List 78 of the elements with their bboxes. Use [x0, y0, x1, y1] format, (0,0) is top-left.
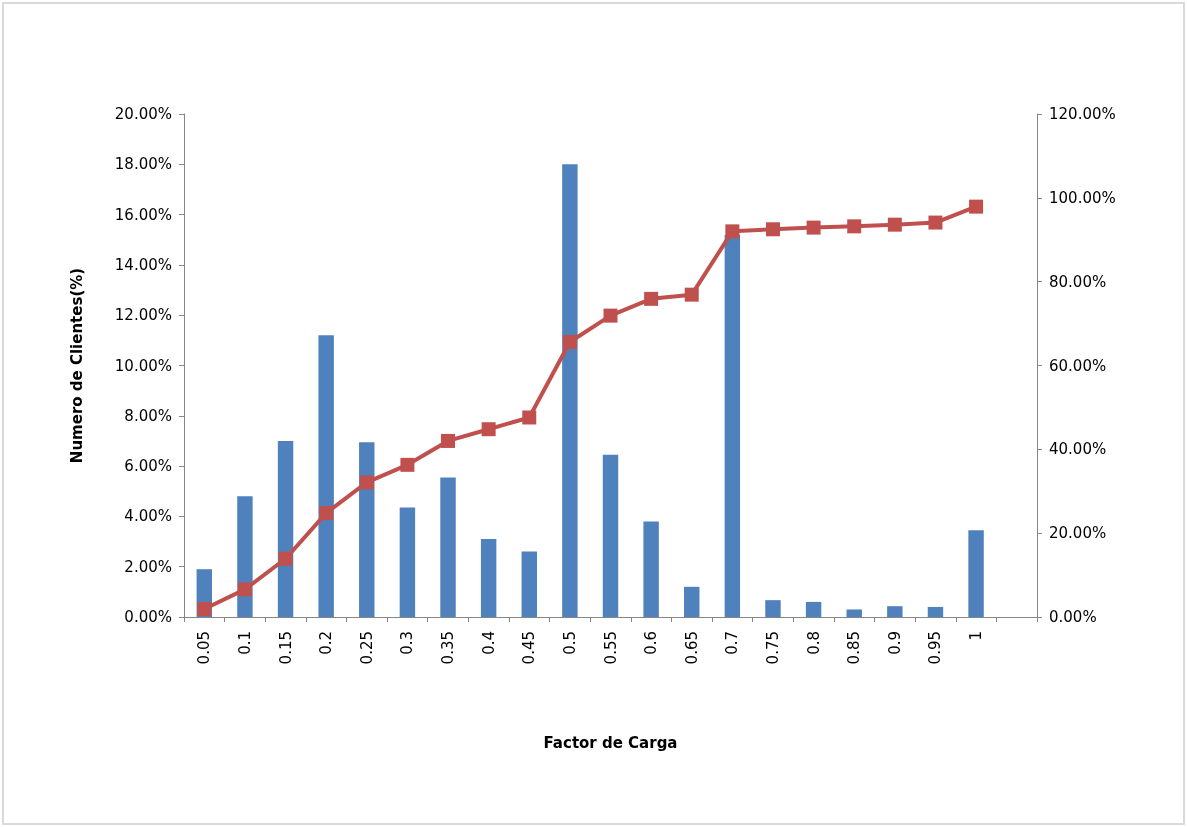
point: [969, 199, 984, 214]
y-tick-label: 4.00%: [124, 507, 172, 526]
x-tick-label: 0.35: [439, 631, 458, 665]
x-tick-label: 0.95: [926, 631, 945, 665]
y2-tick-label: 40.00%: [1049, 440, 1107, 459]
y-tick-label: 8.00%: [124, 406, 172, 425]
point: [562, 335, 577, 350]
x-axis-title: Factor de Carga: [543, 733, 678, 752]
point: [359, 475, 374, 490]
y2-tick-label: 80.00%: [1049, 272, 1107, 291]
y-tick-label: 16.00%: [114, 205, 172, 224]
y-tick-label: 2.00%: [124, 557, 172, 576]
y2-tick-label: 0.00%: [1049, 608, 1097, 626]
bar: [399, 507, 416, 617]
point: [441, 433, 456, 448]
point: [887, 217, 902, 232]
point: [806, 220, 821, 235]
bar: [602, 454, 619, 617]
x-tick-label: 0.85: [845, 631, 864, 665]
x-tick-label: 0.65: [682, 631, 701, 665]
y-axis-title: Numero de Clientes(%): [67, 267, 86, 464]
bar: [887, 606, 903, 617]
bar: [927, 606, 944, 617]
bar: [318, 335, 334, 617]
x-tick-label: 0.8: [804, 631, 823, 655]
point: [684, 287, 699, 302]
bar: [846, 609, 862, 617]
bar: [765, 600, 781, 617]
y-tick-label: 14.00%: [114, 255, 172, 274]
point: [603, 308, 618, 323]
y2-tick-label: 120.00%: [1049, 105, 1116, 123]
y-tick-label: 0.00%: [124, 608, 172, 626]
bar: [359, 442, 375, 617]
y-tick-label: 20.00%: [114, 105, 172, 123]
bar: [521, 551, 537, 617]
bar: [643, 521, 659, 617]
y2-tick-label: 60.00%: [1049, 356, 1107, 375]
bar: [684, 586, 700, 617]
y-tick-label: 18.00%: [114, 155, 172, 174]
point: [481, 422, 496, 437]
x-tick-label: 0.1: [235, 631, 254, 655]
point: [237, 582, 252, 597]
y2-tick-label: 20.00%: [1049, 524, 1107, 543]
bar: [724, 234, 741, 617]
x-tick-label: 0.4: [479, 631, 498, 655]
x-tick-label: 0.7: [723, 631, 742, 655]
point: [319, 506, 334, 521]
x-tick-label: 0.3: [398, 631, 417, 655]
x-tick-label: 0.9: [885, 631, 904, 655]
y-tick-label: 12.00%: [114, 306, 172, 325]
point: [725, 224, 740, 239]
bar: [440, 477, 456, 617]
point: [644, 291, 659, 306]
bar: [480, 539, 497, 617]
x-tick-label: 0.15: [276, 631, 295, 665]
bar: [277, 440, 294, 617]
y2-tick-label: 100.00%: [1049, 188, 1116, 207]
x-tick-label: 0.25: [357, 631, 376, 665]
bar: [562, 164, 578, 617]
x-tick-label: 1: [967, 631, 986, 641]
point: [847, 219, 862, 234]
x-tick-label: 0.5: [560, 631, 579, 655]
point: [522, 410, 537, 425]
bar: [805, 601, 822, 617]
x-tick-label: 0.2: [317, 631, 336, 655]
x-tick-label: 0.75: [763, 631, 782, 665]
x-tick-label: 0.6: [642, 631, 661, 655]
x-tick-label: 0.55: [601, 631, 620, 665]
point: [400, 457, 415, 472]
point: [928, 215, 943, 230]
x-tick-label: 0.05: [195, 631, 214, 665]
point: [197, 602, 212, 617]
x-tick-label: 0.45: [520, 631, 539, 665]
point: [278, 551, 293, 566]
point: [765, 222, 780, 237]
y-tick-label: 6.00%: [124, 457, 172, 476]
y-tick-label: 10.00%: [114, 356, 172, 375]
bar: [968, 530, 984, 617]
